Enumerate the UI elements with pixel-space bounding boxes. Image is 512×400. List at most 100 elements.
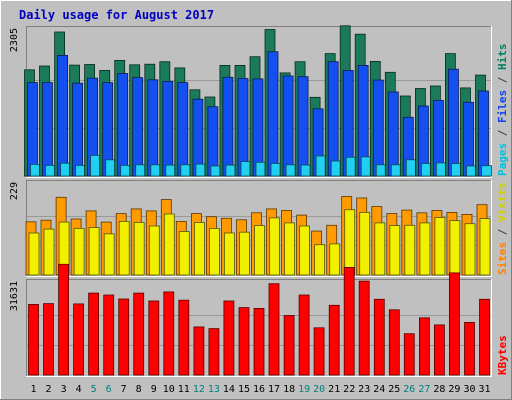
bar-visits-day-15 [239, 231, 250, 276]
bar-files-day-17 [267, 51, 279, 177]
bar-pages-day-26 [405, 159, 417, 177]
bar-visits-day-1 [28, 232, 40, 276]
legend-files: Files [496, 90, 509, 123]
bar-pages-day-28 [435, 162, 447, 177]
x-tick-label-23: 23 [358, 384, 370, 395]
bar-visits-day-12 [193, 222, 205, 276]
panel-kbytes: 31631 KBytes [9, 263, 509, 377]
bar-visits-day-21 [329, 243, 341, 276]
bar-visits-day-28 [434, 217, 446, 276]
bar-kbytes-day-25 [388, 309, 400, 376]
bar-visits-day-23 [359, 211, 371, 276]
bar-files-day-11 [177, 82, 189, 177]
bar-kbytes-day-5 [88, 292, 99, 376]
bar-visits-day-18 [284, 222, 296, 276]
bar-pages-day-20 [315, 155, 327, 177]
bar-kbytes-day-8 [133, 292, 145, 376]
legend-label: Pages / Files / Hits [496, 44, 509, 177]
bar-kbytes-day-30 [464, 321, 475, 376]
bar-kbytes-day-12 [193, 326, 205, 376]
x-tick-label-10: 10 [163, 384, 175, 395]
bar-pages-day-23 [360, 156, 372, 177]
bar-pages-day-8 [135, 164, 147, 177]
x-tick-label-2: 2 [45, 384, 51, 395]
x-tick-label-12: 12 [193, 384, 205, 395]
x-tick-label-17: 17 [268, 384, 280, 395]
x-tick-label-18: 18 [283, 384, 295, 395]
bar-pages-day-16 [255, 161, 267, 177]
legend-separator: / [496, 222, 509, 242]
x-tick-label-19: 19 [298, 384, 310, 395]
chart-title: Daily usage for August 2017 [19, 8, 214, 22]
bar-files-day-9 [147, 79, 159, 177]
bar-visits-day-11 [178, 231, 190, 276]
x-tick-label-30: 30 [463, 384, 475, 395]
bar-pages-day-9 [150, 164, 162, 177]
bar-visits-day-31 [479, 218, 491, 276]
bar-kbytes-day-1 [28, 303, 39, 376]
bar-visits-day-5 [88, 227, 100, 276]
bar-pages-day-17 [270, 163, 282, 177]
bar-kbytes-day-11 [178, 299, 190, 376]
legend-kbytes: KBytes [496, 335, 509, 375]
bar-visits-day-25 [389, 225, 401, 276]
legend-pages: Pages [496, 143, 509, 176]
x-tick-label-8: 8 [136, 384, 142, 395]
bar-kbytes-day-15 [238, 307, 250, 376]
bar-kbytes-day-20 [313, 327, 325, 376]
bar-kbytes-day-31 [479, 298, 490, 376]
y-max-label: 31631 [9, 281, 20, 311]
x-tick-label-29: 29 [448, 384, 460, 395]
bar-pages-day-14 [225, 164, 237, 177]
bar-visits-day-30 [464, 223, 476, 276]
plot-area: 2305 Pages / Files / Hits 229 Sites / Visit… [9, 25, 509, 377]
bar-files-day-24 [372, 79, 384, 177]
bar-visits-day-24 [374, 222, 386, 276]
bar-pages-day-3 [60, 162, 71, 177]
x-tick-label-6: 6 [106, 384, 112, 395]
bar-visits-day-20 [314, 244, 326, 276]
bar-visits-day-8 [133, 222, 145, 276]
x-tick-label-26: 26 [403, 384, 415, 395]
bar-kbytes-day-4 [73, 303, 84, 376]
bar-files-day-29 [447, 68, 459, 177]
bar-visits-day-17 [269, 217, 280, 276]
legend-separator: / [496, 70, 509, 90]
bar-files-day-2 [42, 82, 53, 177]
x-tick-label-25: 25 [388, 384, 400, 395]
legend-visits: Visits [496, 182, 509, 222]
bar-kbytes-day-16 [253, 307, 265, 376]
x-tick-label-27: 27 [418, 384, 430, 395]
x-tick-label-28: 28 [433, 384, 445, 395]
bar-pages-day-31 [481, 165, 492, 177]
bar-visits-day-13 [208, 227, 220, 276]
x-tick-label-20: 20 [313, 384, 325, 395]
bar-pages-day-30 [466, 165, 477, 177]
bar-files-day-3 [57, 55, 68, 177]
x-tick-label-31: 31 [478, 384, 490, 395]
bar-kbytes-day-6 [103, 294, 115, 376]
bar-visits-day-26 [404, 224, 416, 276]
bar-pages-day-12 [195, 163, 207, 177]
bar-visits-day-7 [118, 220, 130, 276]
legend-label: Sites / Visits [496, 182, 509, 275]
y-max-label: 2305 [9, 28, 20, 52]
x-axis-ticks: 1 2 3 4 5 6 7 8 9 10 11 12 13 14 15 16 17 18 19 20 21 22 23 24 2… [30, 384, 490, 395]
bar-visits-day-29 [449, 220, 461, 276]
bar-pages-day-27 [420, 163, 432, 177]
bar-pages-day-4 [75, 164, 86, 177]
bar-kbytes-day-22 [343, 266, 355, 376]
legend-sites: Sites [496, 242, 509, 275]
x-tick-label-7: 7 [121, 384, 127, 395]
bar-pages-day-25 [390, 164, 402, 177]
panel-visits_sites: 229 Sites / Visits [9, 180, 509, 277]
bar-files-day-31 [478, 90, 489, 177]
bar-files-day-25 [387, 91, 399, 177]
x-tick-label-5: 5 [91, 384, 97, 395]
x-tick-label-22: 22 [343, 384, 355, 395]
bar-kbytes-day-21 [328, 304, 340, 376]
bar-pages-day-1 [30, 163, 41, 177]
bar-kbytes-day-14 [223, 300, 235, 376]
bar-pages-day-24 [375, 164, 387, 177]
